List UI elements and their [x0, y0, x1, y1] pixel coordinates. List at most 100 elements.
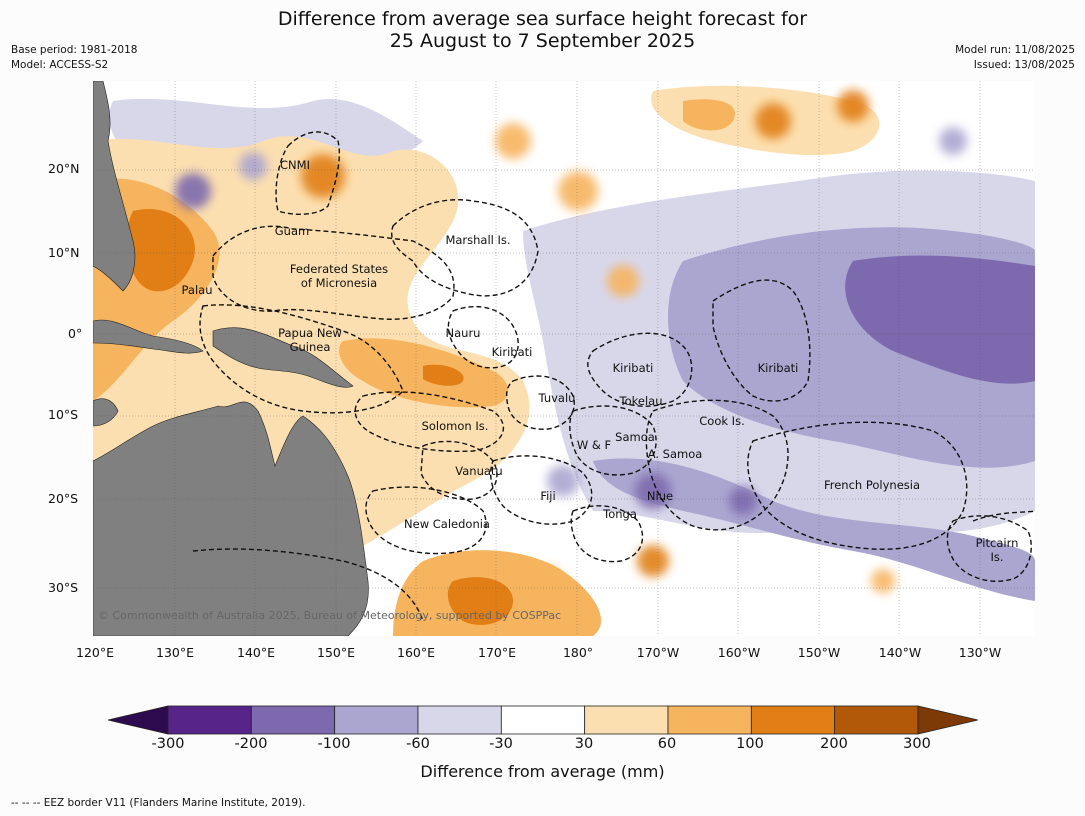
eez-french-polynesia [747, 421, 968, 550]
eez-tail-south [192, 548, 424, 622]
label-samoa: Samoa [615, 430, 655, 444]
y-tick-0: 0° [68, 326, 83, 341]
label-marshall-islands: Marshall Is. [445, 233, 511, 247]
label-pitcairn-line-1: Pitcairn [975, 536, 1019, 550]
colorbar-title: Difference from average (mm) [420, 762, 665, 781]
field-orange-west-3 [126, 209, 195, 292]
field-orange-south-2 [447, 577, 513, 625]
x-tick-160w: 160°W [717, 645, 761, 660]
colorbar-cell [667, 705, 752, 735]
label-tuvalu: Tuvalu [538, 391, 576, 405]
label-palau: Palau [181, 283, 213, 297]
x-tick-170e: 170°E [477, 645, 517, 660]
eez-png [199, 304, 404, 414]
colorbar-tick-8: 200 [820, 736, 848, 752]
label-pitcairn-line-2: Is. [990, 550, 1004, 564]
land-new-guinea [212, 327, 354, 388]
label-vanuatu: Vanuatu [455, 464, 503, 478]
field-orange-central-2 [423, 364, 464, 386]
label-kiribati-phoenix: Kiribati [612, 361, 654, 375]
map-canvas [93, 81, 1035, 636]
eez-fsm [212, 225, 455, 320]
copyright-notice: © Commonwealth of Australia 2025, Bureau… [98, 609, 562, 622]
label-kiribati-gilbert: Kiribati [491, 345, 533, 359]
colorbar-tick-4: -30 [489, 736, 513, 752]
eez-vanuatu [420, 440, 498, 500]
colorbar [108, 705, 978, 735]
x-tick-130w: 130°W [958, 645, 1002, 660]
y-tick-10s: 10°S [48, 407, 79, 422]
eez-kiribati-phoenix [587, 332, 693, 407]
label-cook-islands: Cook Is. [699, 414, 745, 428]
colorbar-cell [417, 705, 502, 735]
eez-borders [192, 131, 1035, 622]
eez-cook [645, 399, 789, 531]
land-australia [93, 401, 369, 636]
eez-tonga [570, 505, 644, 563]
eez-solomon [354, 391, 505, 453]
colorbar-cells [167, 705, 919, 735]
base-period: Base period: 1981-2018 [11, 44, 138, 56]
label-kiribati-line: Kiribati [757, 361, 799, 375]
y-tick-10n: 10°N [48, 245, 80, 260]
label-wallis-futuna: W & F [576, 438, 612, 452]
x-tick-170w: 170°W [636, 645, 680, 660]
colorbar-tick-1: -200 [234, 736, 268, 752]
colorbar-tick-9: 300 [903, 736, 931, 752]
label-tonga: Tonga [603, 507, 637, 521]
eez-pitcairn [946, 515, 1032, 582]
land-borneo-edge [93, 398, 119, 427]
label-tokelau: Tokelau [619, 394, 663, 408]
label-fiji: Fiji [540, 489, 556, 503]
gridlines [93, 81, 1035, 636]
colorbar-extend-low [108, 705, 169, 735]
label-fsm-line-2: of Micronesia [300, 276, 378, 290]
y-tick-20n: 20°N [48, 161, 80, 176]
land-indonesia [93, 319, 204, 354]
x-tick-180: 180° [562, 645, 594, 660]
colorbar-cell [334, 705, 419, 735]
label-niue: Niue [646, 489, 674, 503]
label-new-caledonia: New Caledonia [404, 517, 490, 531]
eez-cnmi [275, 131, 341, 215]
land-philippines [93, 81, 136, 292]
label-nauru: Nauru [445, 326, 481, 340]
model-info: Base period: 1981-2018 Model: ACCESS-S2 [11, 43, 137, 73]
eez-footnote: -- -- -- EEZ border V11 (Flanders Marine… [11, 797, 306, 809]
issued-date: Issued: 13/08/2025 [973, 59, 1075, 71]
label-american-samoa: A. Samoa [647, 447, 703, 461]
colorbar-cell [250, 705, 336, 735]
colorbar-cell [750, 705, 836, 735]
x-tick-130e: 130°E [155, 645, 195, 660]
eez-tail-east [972, 510, 1035, 522]
x-tick-140w: 140°W [878, 645, 922, 660]
field-orange-north-2 [683, 99, 735, 131]
colorbar-tick-7: 100 [736, 736, 764, 752]
label-cnmi: CNMI [280, 158, 310, 172]
eez-new-caledonia [365, 486, 487, 555]
colorbar-cell [167, 705, 252, 735]
x-tick-150w: 150°W [797, 645, 841, 660]
label-french-polynesia: French Polynesia [823, 478, 921, 492]
label-guam: Guam [274, 224, 310, 238]
map-panel: CNMI Guam Marshall Is. Federated States … [93, 81, 1035, 636]
field-purple-south [593, 458, 1035, 601]
colorbar-cell [500, 705, 586, 735]
eez-samoa-niue [569, 405, 657, 476]
run-info: Model run: 11/08/2025 Issued: 13/08/2025 [955, 43, 1075, 73]
y-tick-20s: 20°S [48, 491, 79, 506]
x-tick-140e: 140°E [236, 645, 276, 660]
label-solomon-islands: Solomon Is. [421, 419, 489, 433]
land [93, 81, 369, 636]
model-run: Model run: 11/08/2025 [955, 44, 1075, 56]
colorbar-extend-high [917, 705, 978, 735]
eez-kiribati-line [712, 279, 811, 402]
colorbar-cell [834, 705, 919, 735]
x-tick-120e: 120°E [75, 645, 115, 660]
x-tick-150e: 150°E [316, 645, 356, 660]
title-line-1: Difference from average sea surface heig… [277, 8, 808, 30]
eez-nauru-kiribati [447, 305, 519, 369]
eez-tuvalu [505, 375, 575, 430]
colorbar-tick-2: -100 [317, 736, 351, 752]
label-png-line-1: Papua New [278, 326, 342, 340]
